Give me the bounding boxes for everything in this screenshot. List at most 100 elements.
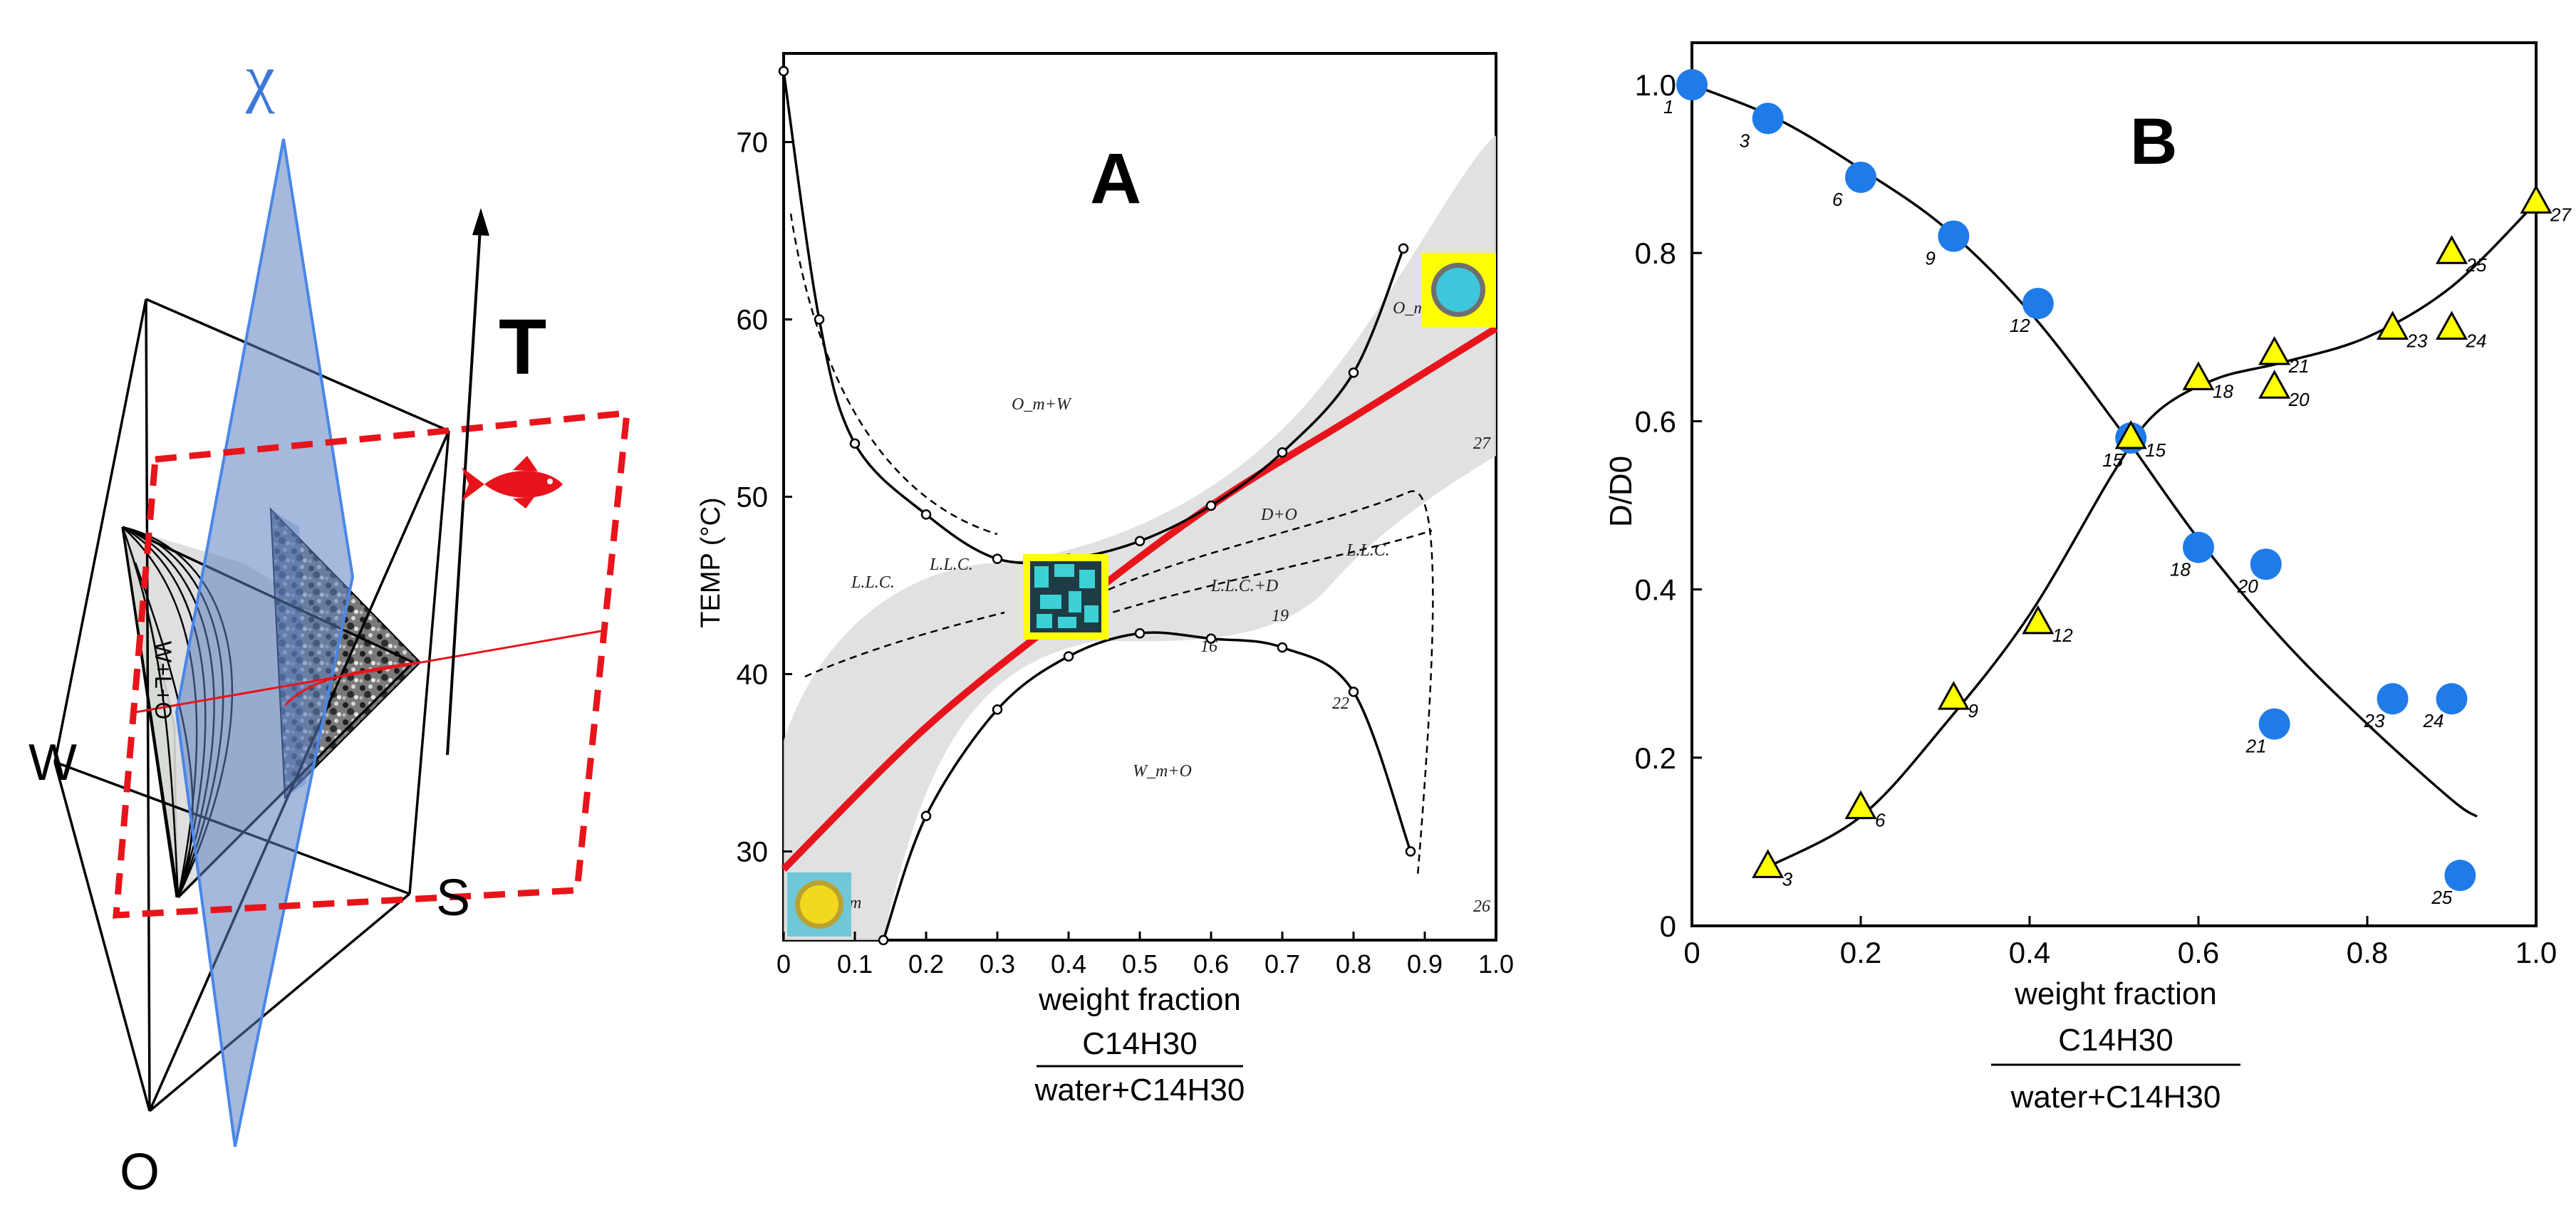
oil-swollen-micelle-icon	[1421, 253, 1496, 328]
oil-point-label: 25	[2466, 254, 2487, 276]
region-label-llc-3: L.L.C.	[1346, 541, 1390, 560]
a-xtick-label: 1.0	[1478, 949, 1514, 979]
region-label-llc-d: L.L.C.+D	[1210, 577, 1278, 595]
oil-point	[1844, 790, 1877, 820]
region-label-llc-2: L.L.C.	[929, 556, 973, 574]
a-boundary-point	[992, 704, 1003, 715]
a-xtick-label: 0.3	[980, 949, 1015, 979]
region-label-llc-1: L.L.C.	[851, 573, 895, 592]
chi-label: χ	[245, 41, 275, 114]
a-ytick-label: 60	[737, 305, 769, 336]
a-ticks: 0 0.1 0.2 0.3 0.4 0.5 0.6 0.7 0.8 0.9 1.0 30 40 50 60 7…	[737, 127, 1515, 979]
a-xlabel-numerator: C14H30	[1082, 1026, 1197, 1061]
b-ytick-label: 0.2	[1635, 741, 1676, 775]
temperature-plane	[113, 409, 631, 919]
oil-point-label: 6	[1875, 810, 1886, 831]
bicontinuous-structure-icon	[1023, 554, 1108, 640]
a-boundary-point	[920, 509, 932, 520]
a-boundary-point	[849, 438, 861, 449]
a-xtick-label: 0.1	[837, 949, 873, 979]
water-point	[2022, 288, 2054, 320]
water-point	[2377, 683, 2409, 715]
water-point-label: 6	[1832, 189, 1843, 210]
oil-point	[2114, 419, 2147, 449]
red-transition-line	[781, 325, 1498, 872]
plot-area-b	[1690, 41, 2538, 927]
dome-section	[284, 661, 421, 707]
temperature-arrowhead	[472, 208, 489, 236]
oil-point-label: 23	[2406, 330, 2428, 352]
water-point-label: 24	[2423, 710, 2444, 731]
w-label: W	[28, 734, 77, 791]
a-xlabel: weight fraction	[1038, 982, 1241, 1017]
oil-point-label: 3	[1782, 868, 1793, 890]
water-point	[2444, 860, 2476, 892]
water-point-label: 3	[1740, 130, 1750, 151]
water-point	[1752, 103, 1784, 135]
a-boundary-point	[1277, 447, 1288, 458]
a-boundary-point	[992, 553, 1003, 564]
point-number-26: 26	[1473, 897, 1490, 916]
b-xlabel: weight fraction	[2014, 976, 2217, 1011]
a-boundary-point	[920, 810, 932, 821]
a-xtick-label: 0.7	[1264, 949, 1300, 979]
a-ytick-label: 70	[737, 127, 769, 159]
point-number-27: 27	[1473, 434, 1491, 453]
oil-point-label: 27	[2550, 204, 2572, 225]
a-xlabel-denominator: water+C14H30	[1034, 1073, 1245, 1107]
a-boundary-point	[1205, 633, 1217, 644]
a-boundary-point	[778, 66, 789, 77]
water-point-label: 12	[2010, 315, 2030, 336]
oil-point	[2258, 370, 2291, 399]
o-label: O	[120, 1144, 160, 1201]
s-label: S	[436, 870, 470, 927]
a-data-points	[778, 66, 1416, 946]
phase-prism-panel: χ T W O S W+L+O	[28, 41, 631, 1201]
region-label-d-o: D+O	[1260, 506, 1297, 524]
a-boundary-point	[1398, 243, 1409, 254]
oil-point	[2435, 235, 2468, 264]
water-point	[2436, 683, 2468, 715]
panel-label-b: B	[2130, 105, 2177, 178]
a-xtick-label: 0	[777, 949, 791, 979]
water-point-label: 1	[1663, 96, 1673, 118]
three-phase-label: W+L+O	[150, 641, 176, 719]
a-xtick-label: 0.2	[908, 949, 944, 979]
oil-point	[2377, 311, 2409, 340]
a-boundary-point	[1205, 500, 1217, 511]
b-xtick-label: 1.0	[2515, 936, 2557, 969]
dashed-boundaries	[789, 213, 1434, 877]
a-ytick-label: 30	[737, 837, 769, 868]
b-ylabel: D/D0	[1604, 456, 1638, 527]
b-ytick-label: 0.4	[1635, 573, 1676, 607]
b-xtick-label: 0.8	[2347, 936, 2388, 969]
a-xtick-label: 0.8	[1336, 949, 1371, 979]
oil-point-label: 21	[2288, 355, 2310, 377]
oil-point-label: 12	[2052, 625, 2073, 646]
region-label-om: O_m	[1393, 299, 1426, 318]
water-point-label: 15	[2102, 449, 2123, 471]
b-xtick-label: 0	[1683, 936, 1700, 969]
b-xtick-label: 0.4	[2009, 936, 2050, 969]
b-ytick-label: 1.0	[1635, 68, 1676, 102]
oil-point	[2435, 311, 2468, 340]
water-point	[2183, 531, 2214, 563]
panel-label-a: A	[1090, 139, 1141, 219]
water-point-label: 21	[2245, 736, 2267, 757]
b-ticks: 0 0.2 0.4 0.6 0.8 1.0 0 0.2 0.4 0.6 0.8 1.0	[1635, 68, 2557, 969]
b-ytick-label: 0.8	[1635, 236, 1676, 270]
oil-point	[2258, 335, 2291, 365]
oil-point-label: 24	[2466, 330, 2487, 352]
point-number-19: 19	[1272, 607, 1289, 625]
fish-icon	[462, 456, 563, 509]
water-point-label: 25	[2431, 887, 2452, 908]
a-xtick-label: 0.4	[1051, 949, 1086, 979]
a-boundary-point	[1405, 846, 1416, 857]
a-xtick-label: 0.6	[1193, 949, 1229, 979]
b-data-points: 1 3 6 9 12 15 18 20 21 23 24 25 3 6 9 12 15 18 21 20 23 24 25 2…	[1663, 69, 2572, 908]
water-point-label: 20	[2237, 575, 2258, 597]
water-point	[1938, 220, 1970, 252]
a-ytick-label: 50	[737, 482, 769, 514]
phase-diagram-a: 0 0.1 0.2 0.3 0.4 0.5 0.6 0.7 0.8 0.9 1.0 30 40 50 60 7…	[696, 52, 1515, 1107]
point-number-16: 16	[1200, 637, 1217, 656]
